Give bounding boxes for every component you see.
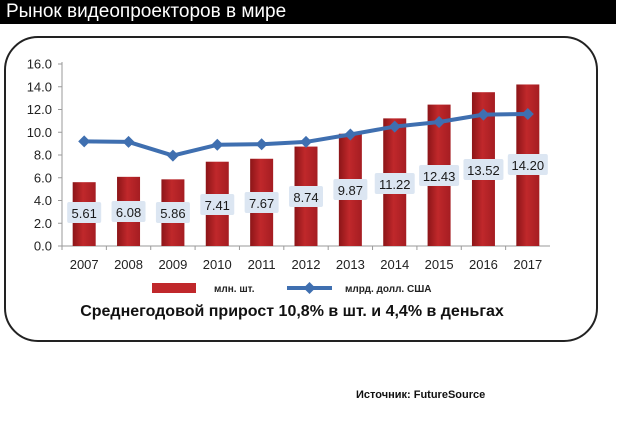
data-label: 5.86 (160, 206, 185, 221)
y-tick-label: 16.0 (27, 57, 52, 72)
data-label: 7.67 (249, 196, 274, 211)
source-note: Источник: FutureSource (356, 389, 486, 401)
data-label: 13.52 (467, 163, 500, 178)
x-tick-label: 2017 (513, 257, 542, 272)
line-point (300, 135, 312, 148)
line-point (211, 138, 224, 151)
data-label-box (244, 192, 279, 213)
y-tick-label: 12.0 (27, 102, 52, 117)
y-tick-label: 10.0 (27, 125, 52, 140)
x-tick-label: 2007 (70, 257, 99, 272)
page-title: Рынок видеопроекторов в мире (6, 1, 287, 22)
data-label: 12.43 (423, 169, 456, 184)
x-tick-label: 2014 (380, 257, 409, 272)
x-tick-label: 2009 (158, 257, 187, 272)
data-label-box (507, 154, 548, 175)
data-label: 9.87 (338, 183, 363, 198)
line-point (477, 108, 490, 121)
data-label-box (289, 186, 323, 207)
data-label-box (111, 201, 146, 222)
data-label-box (333, 179, 368, 200)
data-label: 7.41 (205, 198, 230, 213)
line-point (255, 138, 268, 151)
line-point (433, 116, 446, 129)
legend-label-line: млрд. долл. США (345, 284, 431, 295)
legend-swatch-bar (152, 283, 196, 293)
x-tick-label: 2015 (425, 257, 454, 272)
data-label: 11.22 (379, 177, 411, 192)
data-label-box (200, 194, 235, 215)
y-tick-label: 14.0 (27, 79, 52, 94)
data-label-box (463, 159, 504, 180)
y-tick-label: 4.0 (34, 193, 52, 208)
data-label: 5.61 (72, 206, 97, 221)
line-point (122, 135, 135, 148)
y-tick-label: 0.0 (34, 239, 52, 254)
chart-subtitle: Среднегодовой прирост 10,8% в шт. и 4,4%… (80, 303, 504, 320)
data-label-box (67, 202, 102, 223)
line-point (388, 120, 401, 133)
line-point (344, 128, 357, 141)
data-label-box (155, 202, 190, 223)
x-tick-label: 2016 (469, 257, 498, 272)
x-tick-label: 2008 (114, 257, 143, 272)
data-label-box (419, 165, 460, 186)
line-point (166, 149, 179, 162)
x-tick-label: 2013 (336, 257, 365, 272)
line-point (78, 135, 91, 148)
x-tick-label: 2010 (203, 257, 232, 272)
title-bar: Рынок видеопроекторов в мире (0, 0, 616, 24)
data-label: 8.74 (293, 190, 318, 205)
y-tick-label: 8.0 (34, 148, 52, 163)
legend-label-bar: млн. шт. (214, 284, 255, 295)
y-tick-label: 2.0 (34, 216, 52, 231)
y-tick-label: 6.0 (34, 170, 52, 185)
x-tick-label: 2011 (248, 257, 276, 272)
line-point (521, 108, 534, 121)
x-tick-label: 2012 (292, 257, 321, 272)
data-label: 6.08 (116, 205, 141, 220)
legend-swatch-marker (303, 282, 316, 294)
data-label-box (374, 173, 415, 194)
data-label: 14.20 (512, 158, 545, 173)
